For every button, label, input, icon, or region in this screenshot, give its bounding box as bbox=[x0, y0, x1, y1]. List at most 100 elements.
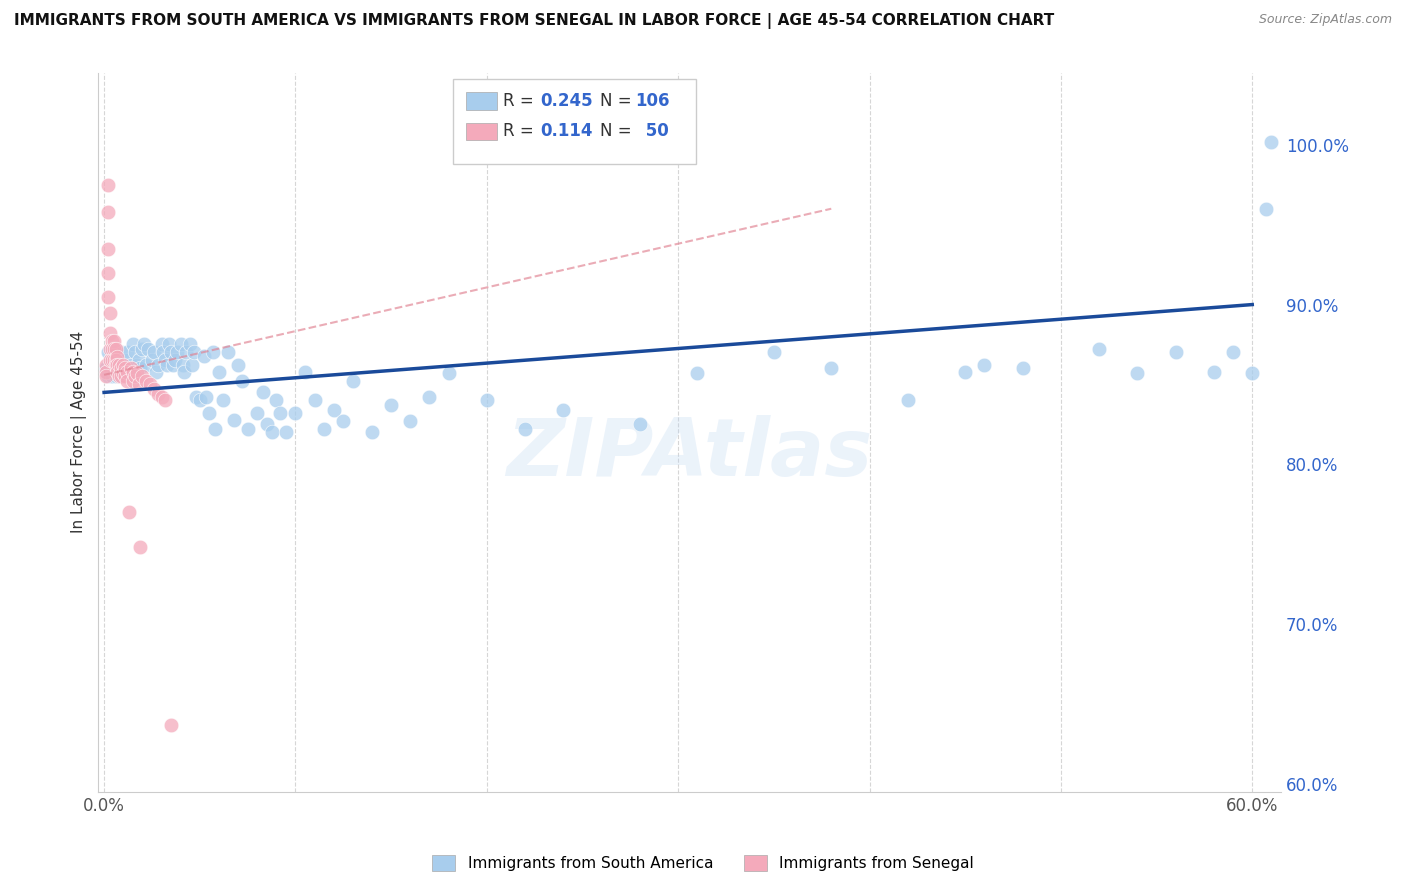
Point bbox=[183, 345, 205, 359]
Point bbox=[973, 358, 995, 372]
Point bbox=[110, 361, 132, 376]
Point bbox=[97, 242, 120, 256]
Point bbox=[114, 353, 136, 368]
Point bbox=[103, 334, 125, 349]
Point bbox=[110, 345, 132, 359]
Point bbox=[97, 289, 120, 303]
Point bbox=[155, 353, 177, 368]
Point bbox=[107, 351, 129, 365]
Point bbox=[166, 345, 188, 359]
Point bbox=[100, 343, 122, 357]
Point bbox=[246, 406, 269, 420]
Point bbox=[115, 345, 138, 359]
Point bbox=[236, 422, 259, 436]
Point bbox=[1088, 343, 1111, 357]
Point bbox=[118, 365, 141, 379]
Point bbox=[139, 377, 162, 392]
Point bbox=[342, 374, 364, 388]
Point bbox=[128, 353, 150, 368]
Point bbox=[98, 305, 121, 319]
Point bbox=[134, 337, 156, 351]
Point bbox=[112, 361, 135, 376]
Point bbox=[150, 390, 173, 404]
Text: N =: N = bbox=[600, 122, 637, 140]
Point bbox=[1164, 345, 1187, 359]
Point bbox=[820, 361, 842, 376]
Point bbox=[437, 366, 460, 380]
Point bbox=[152, 345, 174, 359]
Point bbox=[142, 382, 165, 396]
Point bbox=[211, 393, 233, 408]
Point bbox=[107, 365, 129, 379]
Point bbox=[208, 365, 231, 379]
Point bbox=[94, 369, 117, 384]
Point bbox=[628, 417, 651, 432]
Point bbox=[1254, 202, 1277, 216]
Point bbox=[314, 422, 336, 436]
Point bbox=[284, 406, 307, 420]
Y-axis label: In Labor Force | Age 45-54: In Labor Force | Age 45-54 bbox=[72, 331, 87, 533]
Point bbox=[188, 393, 211, 408]
Point bbox=[1241, 366, 1264, 380]
Point bbox=[686, 366, 709, 380]
Point bbox=[104, 345, 127, 359]
Point bbox=[184, 390, 207, 404]
Point bbox=[97, 205, 120, 219]
Point bbox=[198, 406, 221, 420]
FancyBboxPatch shape bbox=[467, 122, 496, 140]
Text: ZIPAtlas: ZIPAtlas bbox=[506, 415, 873, 493]
Point bbox=[294, 365, 316, 379]
Point bbox=[115, 365, 138, 379]
Point bbox=[274, 425, 297, 440]
Point bbox=[100, 334, 122, 349]
Point bbox=[112, 365, 135, 379]
Point bbox=[163, 353, 186, 368]
Text: Source: ZipAtlas.com: Source: ZipAtlas.com bbox=[1258, 13, 1392, 27]
Text: N =: N = bbox=[600, 92, 637, 110]
Text: R =: R = bbox=[503, 122, 538, 140]
Point bbox=[194, 390, 217, 404]
Point bbox=[120, 358, 142, 372]
Text: 50: 50 bbox=[640, 122, 669, 140]
Point bbox=[97, 345, 120, 359]
FancyBboxPatch shape bbox=[453, 79, 696, 164]
Point bbox=[100, 353, 122, 368]
Point bbox=[269, 406, 291, 420]
Point bbox=[176, 345, 198, 359]
Point bbox=[160, 345, 183, 359]
Point bbox=[107, 353, 129, 368]
Point bbox=[332, 414, 354, 428]
Point bbox=[897, 393, 920, 408]
Point bbox=[1011, 361, 1033, 376]
Point bbox=[121, 365, 143, 379]
Point bbox=[399, 414, 422, 428]
Point bbox=[112, 358, 135, 372]
Point bbox=[103, 343, 125, 357]
Point bbox=[110, 369, 132, 384]
Point bbox=[146, 358, 169, 372]
Point bbox=[103, 353, 125, 368]
Point bbox=[115, 374, 138, 388]
Point bbox=[169, 337, 191, 351]
Point bbox=[124, 369, 146, 384]
Point bbox=[141, 353, 163, 368]
Point bbox=[224, 412, 246, 426]
Point bbox=[97, 266, 120, 280]
Point bbox=[94, 358, 117, 372]
Point bbox=[108, 369, 131, 384]
Point bbox=[108, 369, 131, 384]
Point bbox=[145, 365, 167, 379]
Point bbox=[121, 374, 143, 388]
Point bbox=[100, 353, 122, 368]
Point bbox=[131, 369, 153, 384]
Text: IMMIGRANTS FROM SOUTH AMERICA VS IMMIGRANTS FROM SENEGAL IN LABOR FORCE | AGE 45: IMMIGRANTS FROM SOUTH AMERICA VS IMMIGRA… bbox=[14, 13, 1054, 29]
Point bbox=[173, 365, 195, 379]
Point bbox=[98, 326, 121, 341]
Legend: Immigrants from South America, Immigrants from Senegal: Immigrants from South America, Immigrant… bbox=[426, 849, 980, 877]
Point bbox=[129, 541, 152, 555]
Point bbox=[120, 361, 142, 376]
Point bbox=[231, 374, 253, 388]
Point bbox=[94, 365, 117, 379]
Point bbox=[103, 365, 125, 379]
Point bbox=[304, 393, 326, 408]
